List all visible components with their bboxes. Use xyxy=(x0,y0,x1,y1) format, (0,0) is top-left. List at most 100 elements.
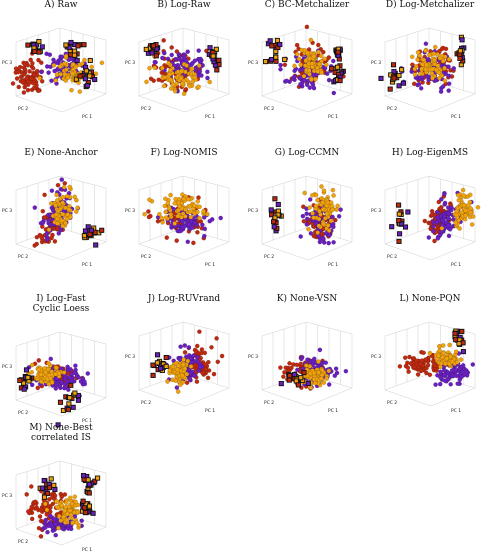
qc-sample-point xyxy=(150,372,156,378)
data-point xyxy=(324,376,329,381)
data-point xyxy=(190,66,195,71)
data-point xyxy=(446,81,452,86)
data-point xyxy=(52,493,58,498)
data-point xyxy=(63,504,68,510)
data-point xyxy=(203,366,208,372)
qc-sample-point xyxy=(391,69,397,75)
data-point xyxy=(46,218,51,224)
data-point xyxy=(287,361,292,366)
data-point xyxy=(58,518,64,523)
data-point xyxy=(68,495,73,501)
data-point xyxy=(173,196,178,202)
data-point xyxy=(183,69,188,75)
data-point xyxy=(209,345,214,350)
data-point xyxy=(336,214,342,219)
data-point xyxy=(20,79,26,84)
data-point xyxy=(44,507,50,513)
data-points xyxy=(150,329,225,394)
data-point xyxy=(47,52,52,57)
data-points xyxy=(32,177,105,248)
data-point xyxy=(172,201,178,206)
data-point xyxy=(298,234,303,239)
data-point xyxy=(27,69,32,74)
data-point xyxy=(35,385,40,391)
data-point xyxy=(64,517,70,523)
data-point xyxy=(469,222,475,227)
data-point xyxy=(43,501,48,507)
data-points xyxy=(17,356,90,428)
y-axis-label: PC 2 xyxy=(264,400,274,406)
z-axis-label: PC 3 xyxy=(2,208,12,214)
data-point xyxy=(423,67,428,72)
data-point xyxy=(457,226,462,231)
y-axis-label: PC 2 xyxy=(18,254,28,260)
qc-sample-point xyxy=(398,221,404,227)
data-point xyxy=(190,225,195,230)
data-point xyxy=(46,227,52,232)
data-point xyxy=(45,367,51,372)
data-point xyxy=(434,215,440,220)
data-point xyxy=(430,66,435,72)
data-point xyxy=(424,370,429,376)
panel-7: G) Log-CCMN PC 1 PC 2 PC 3 xyxy=(248,148,366,278)
data-point xyxy=(196,48,201,53)
z-axis-label: PC 3 xyxy=(125,354,135,360)
data-point xyxy=(57,64,63,69)
qc-sample-point xyxy=(301,370,307,376)
data-point xyxy=(294,51,300,57)
data-point xyxy=(68,367,73,372)
qc-sample-point xyxy=(275,201,281,208)
data-point xyxy=(144,79,149,85)
data-point xyxy=(42,192,47,198)
data-point xyxy=(46,361,51,366)
data-point xyxy=(48,356,53,362)
data-point xyxy=(431,224,436,229)
data-point xyxy=(173,378,178,383)
data-point xyxy=(446,216,451,221)
data-point xyxy=(461,193,466,198)
data-point xyxy=(317,208,322,214)
data-point xyxy=(447,361,452,367)
data-point xyxy=(47,497,52,502)
qc-sample-point xyxy=(86,490,92,496)
data-point xyxy=(307,68,312,73)
data-point xyxy=(316,223,322,228)
data-point xyxy=(22,72,27,77)
data-point xyxy=(432,238,437,244)
data-point xyxy=(53,203,58,208)
x-axis-label: PC 1 xyxy=(451,408,461,414)
data-point xyxy=(24,76,29,81)
data-point xyxy=(319,70,324,75)
qc-sample-point xyxy=(214,67,220,73)
data-point xyxy=(435,373,440,378)
data-point xyxy=(49,235,54,241)
qc-sample-point xyxy=(207,45,213,51)
data-point xyxy=(295,42,300,48)
data-point xyxy=(331,90,336,96)
data-point xyxy=(322,56,327,61)
scatter-3d-plot: PC 1 PC 2 PC 3 xyxy=(248,24,353,120)
data-point xyxy=(195,230,200,235)
data-point xyxy=(299,47,304,53)
axes-box xyxy=(15,331,107,417)
y-axis-label: PC 2 xyxy=(141,254,151,260)
data-point xyxy=(165,200,170,206)
data-point xyxy=(432,363,437,368)
data-point xyxy=(53,522,58,527)
data-point xyxy=(414,358,419,363)
data-point xyxy=(196,368,201,373)
scatter-3d-plot: PC 1 PC 2 PC 3 xyxy=(2,460,107,553)
data-point xyxy=(456,198,461,203)
qc-sample-point xyxy=(66,401,72,407)
data-point xyxy=(303,63,308,68)
data-point xyxy=(163,215,169,220)
data-point xyxy=(34,235,40,240)
data-point xyxy=(68,512,74,518)
x-axis-label: PC 1 xyxy=(82,262,92,268)
data-point xyxy=(197,59,203,64)
data-point xyxy=(30,516,35,522)
data-point xyxy=(320,200,325,205)
data-point xyxy=(323,231,329,236)
qc-sample-point xyxy=(460,349,466,355)
data-point xyxy=(430,219,436,224)
